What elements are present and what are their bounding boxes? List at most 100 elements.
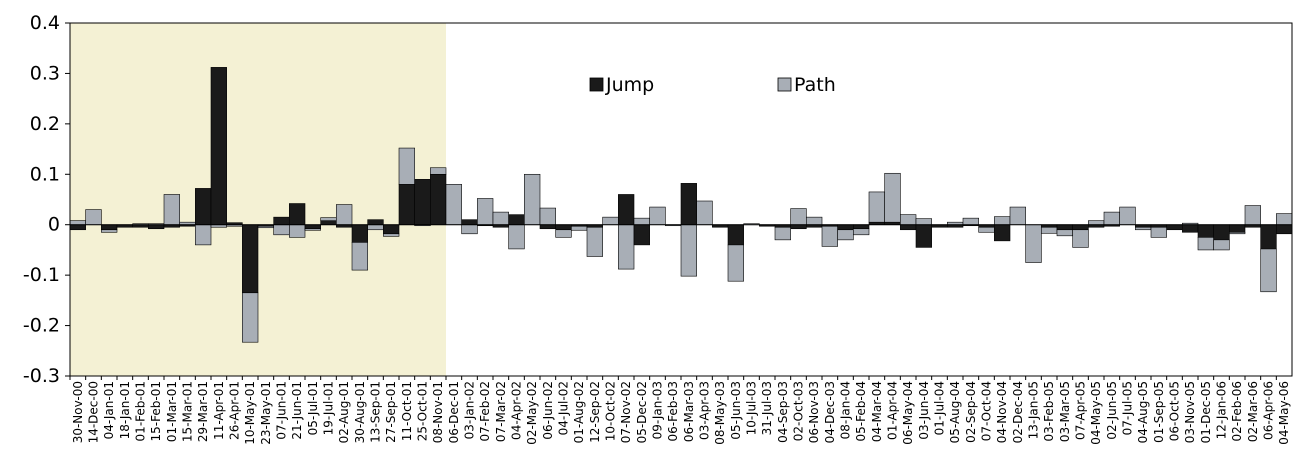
bar-jump-05-Dec-02 [633, 224, 650, 246]
bar-path-07-Nov-02 [618, 224, 635, 270]
y-tick-label: -0.2 [23, 315, 60, 337]
bar-jump-03-Jun-04 [915, 224, 932, 248]
bar-path-06-Apr-06 [1260, 248, 1277, 293]
x-tick-label: 01-Dec-05 [1199, 381, 1213, 443]
x-tick-label: 04-May-05 [1089, 381, 1103, 445]
bar-path-30-Aug-01 [351, 242, 368, 271]
x-tick-label: 25-Oct-01 [416, 381, 430, 441]
bar-path-01-Mar-01 [163, 194, 180, 226]
x-tick-label: 11-Oct-01 [400, 381, 414, 441]
bar-path-27-Sep-01 [383, 233, 400, 237]
bar-path-04-May-05 [1088, 220, 1105, 226]
bar-path-05-Feb-04 [853, 228, 870, 236]
x-tick-label: 13-Sep-01 [369, 381, 383, 443]
x-tick-label: 15-Feb-01 [149, 381, 163, 441]
x-tick-label: 12-Sep-02 [588, 381, 602, 443]
bar-jump-05-Jul-01 [304, 224, 321, 230]
x-tick-label: 06-Apr-06 [1262, 381, 1276, 440]
bar-jump-04-Jan-01 [101, 224, 118, 231]
bar-jump-05-Jun-03 [727, 224, 744, 246]
bar-jump-25-Oct-01 [414, 179, 431, 226]
bar-path-07-Apr-05 [1072, 229, 1089, 248]
legend-label-jump: Jump [605, 74, 654, 96]
x-tick-label: 05-Jun-03 [729, 381, 743, 440]
bar-jump-30-Aug-01 [351, 224, 368, 243]
x-tick-label: 12-Jan-06 [1215, 381, 1229, 439]
bar-path-05-Jul-01 [304, 228, 321, 231]
x-tick-label: 04-Jan-01 [102, 381, 116, 439]
bar-path-11-Oct-01 [398, 147, 415, 185]
x-tick-label: 01-Apr-04 [886, 381, 900, 440]
bar-jump-21-Jun-01 [289, 203, 306, 226]
y-tick-label: 0.2 [30, 113, 60, 135]
bar-jump-15-Feb-01 [148, 224, 165, 230]
x-tick-label: 27-Sep-01 [384, 381, 398, 443]
x-tick-label: 02-May-02 [525, 381, 539, 445]
bar-path-09-Jan-03 [649, 206, 666, 226]
bar-path-01-Sep-05 [1150, 226, 1167, 238]
x-tick-label: 06-Mar-03 [682, 381, 696, 442]
bar-jump-08-Jan-04 [837, 224, 854, 231]
x-tick-label: 04-Mar-04 [870, 381, 884, 442]
x-tick-label: 08-Nov-01 [431, 381, 445, 443]
bar-path-04-Aug-05 [1135, 226, 1152, 231]
bar-path-05-Dec-02 [633, 217, 650, 226]
x-tick-label: 07-Oct-04 [980, 381, 994, 441]
bar-jump-04-Jul-02 [555, 224, 572, 231]
x-axis: 30-Nov-00 14-Dec-00 04-Jan-01 18-Jan-01 01-F… [69, 376, 1291, 445]
x-tick-label: 04-Nov-04 [995, 381, 1009, 443]
x-tick-label: 02-Oct-03 [792, 381, 806, 441]
x-tick-label: 06-May-04 [901, 381, 915, 445]
bar-path-07-Oct-04 [978, 226, 995, 233]
bar-path-02-Sep-04 [962, 217, 979, 226]
bar-jump-03-Nov-05 [1182, 224, 1199, 233]
x-tick-label: 05-Dec-02 [635, 381, 649, 443]
x-tick-label: 10-Jul-03 [745, 381, 759, 435]
bar-jump-06-Mar-03 [680, 183, 697, 226]
x-tick-label: 01-Sep-05 [1152, 381, 1166, 443]
x-tick-label: 13-Jan-05 [1027, 381, 1041, 439]
x-tick-label: 04-Apr-02 [510, 381, 524, 440]
bar-jump-08-Nov-01 [430, 173, 447, 226]
bar-jump-07-Apr-05 [1072, 224, 1089, 231]
x-tick-label: 04-May-06 [1277, 381, 1291, 445]
x-tick-label: 03-Mar-05 [1058, 381, 1072, 442]
bar-jump-12-Jan-06 [1213, 224, 1230, 241]
bar-path-06-Dec-01 [445, 184, 462, 226]
bar-jump-01-Dec-05 [1197, 224, 1214, 238]
bar-path-02-May-02 [524, 173, 541, 226]
x-tick-label: 07-Mar-02 [494, 381, 508, 442]
bar-jump-06-Apr-06 [1260, 224, 1277, 250]
x-tick-label: 23-May-01 [259, 381, 273, 445]
bar-path-07-Jun-01 [273, 224, 290, 236]
bar-path-03-Feb-05 [1041, 226, 1058, 234]
bar-path-04-May-06 [1276, 213, 1293, 226]
bar-path-02-Jun-05 [1103, 211, 1120, 226]
bar-path-07-Jul-05 [1119, 206, 1136, 226]
bar-path-08-Jan-04 [837, 229, 854, 241]
bar-jump-29-Mar-01 [195, 188, 212, 226]
legend: Jump Path [589, 74, 836, 96]
x-tick-label: 30-Nov-00 [71, 381, 85, 443]
bar-jump-07-Jun-01 [273, 216, 290, 226]
bar-path-01-Apr-04 [884, 172, 901, 223]
bar-path-30-Nov-00 [69, 220, 86, 226]
bar-path-04-Mar-04 [868, 191, 885, 223]
bar-path-04-Jul-02 [555, 229, 572, 238]
bar-path-05-Jun-03 [727, 244, 744, 282]
x-tick-label: 07-Jun-01 [275, 381, 289, 440]
y-tick-label: 0.1 [30, 163, 60, 185]
x-tick-label: 01-Mar-01 [165, 381, 179, 442]
bar-path-03-Jun-04 [915, 218, 932, 226]
bar-jump-03-Mar-05 [1056, 224, 1073, 231]
x-tick-label: 07-Jul-05 [1121, 381, 1135, 435]
bar-path-04-Sep-03 [774, 226, 791, 241]
bar-path-01-Dec-05 [1197, 237, 1214, 251]
bar-path-23-May-01 [257, 225, 274, 229]
x-tick-label: 10-Oct-02 [604, 381, 618, 441]
x-tick-label: 19-Jul-01 [322, 381, 336, 435]
bar-path-12-Jan-06 [1213, 239, 1230, 251]
x-tick-label: 02-Jun-05 [1105, 381, 1119, 440]
bar-path-07-Mar-02 [492, 211, 509, 226]
